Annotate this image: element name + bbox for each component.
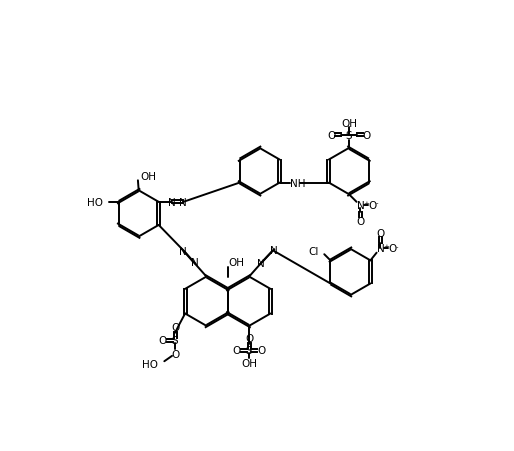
Text: HO: HO	[142, 359, 158, 369]
Text: +: +	[364, 200, 370, 206]
Text: O: O	[389, 244, 397, 253]
Text: Cl: Cl	[308, 247, 319, 257]
Text: S: S	[345, 131, 352, 141]
Text: O: O	[233, 346, 241, 356]
Text: O: O	[158, 336, 166, 345]
Text: N: N	[257, 259, 265, 269]
Text: -: -	[376, 200, 379, 206]
Text: -: -	[396, 243, 399, 249]
Text: N: N	[179, 247, 187, 257]
Text: O: O	[327, 131, 335, 141]
Text: HO: HO	[86, 198, 102, 207]
Text: OH: OH	[241, 358, 257, 368]
Text: NH: NH	[290, 178, 306, 188]
Text: OH: OH	[229, 258, 245, 267]
Text: S: S	[172, 336, 178, 345]
Text: O: O	[376, 228, 384, 238]
Text: O: O	[171, 322, 179, 333]
Text: OH: OH	[341, 118, 357, 128]
Text: N: N	[357, 201, 364, 211]
Text: O: O	[362, 131, 371, 141]
Text: S: S	[246, 346, 252, 356]
Text: OH: OH	[140, 171, 156, 181]
Text: N: N	[191, 258, 199, 267]
Text: N: N	[377, 244, 384, 253]
Text: O: O	[369, 201, 377, 211]
Text: O: O	[171, 349, 179, 359]
Text: N: N	[168, 198, 176, 207]
Text: +: +	[383, 243, 390, 249]
Text: N: N	[270, 245, 278, 255]
Text: N: N	[179, 198, 187, 207]
Text: O: O	[356, 216, 364, 226]
Text: O: O	[245, 333, 253, 343]
Text: O: O	[258, 346, 266, 356]
